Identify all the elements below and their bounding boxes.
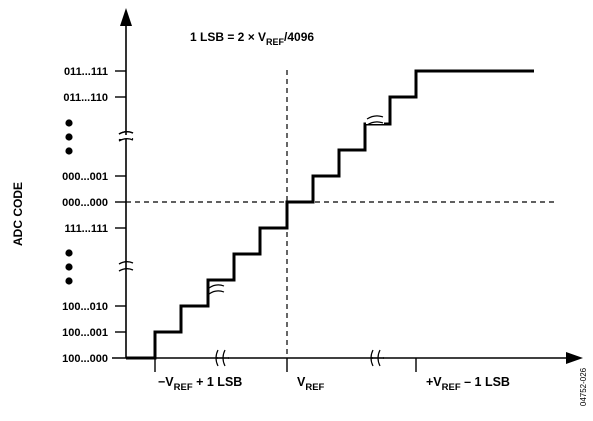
x-label-negative-ref: −VREF + 1 LSB (158, 375, 242, 393)
code-label: 100...000 (62, 353, 108, 365)
x-label-ref: VREF (297, 375, 325, 393)
code-label: 011...111 (64, 66, 108, 78)
x-axis-arrow (566, 352, 583, 364)
code-label: 011...110 (63, 92, 108, 104)
transfer-staircase (126, 69, 534, 360)
y-axis-title: ADC CODE (11, 182, 25, 246)
y-axis-arrow (120, 8, 132, 26)
code-label: 111...111 (65, 223, 108, 235)
code-label: 000...000 (62, 197, 108, 209)
x-ticks (154, 358, 417, 372)
x-label-positive-ref: +VREF – 1 LSB (426, 375, 510, 393)
y-ticks (115, 70, 126, 333)
code-label: 100...001 (62, 327, 108, 339)
code-labels: 011...111 011...110 000...001 000...000 … (62, 66, 108, 365)
code-label: 100...010 (62, 301, 108, 313)
figure-id: 04752-026 (579, 367, 588, 406)
x-axis-breaks (215, 349, 384, 367)
code-label: 000...001 (62, 171, 108, 183)
ellipsis-dots (65, 119, 73, 285)
y-axis-breaks (118, 131, 134, 272)
lsb-formula: 1 LSB = 2 × VREF/4096 (190, 30, 314, 47)
staircase-breaks (208, 115, 384, 295)
